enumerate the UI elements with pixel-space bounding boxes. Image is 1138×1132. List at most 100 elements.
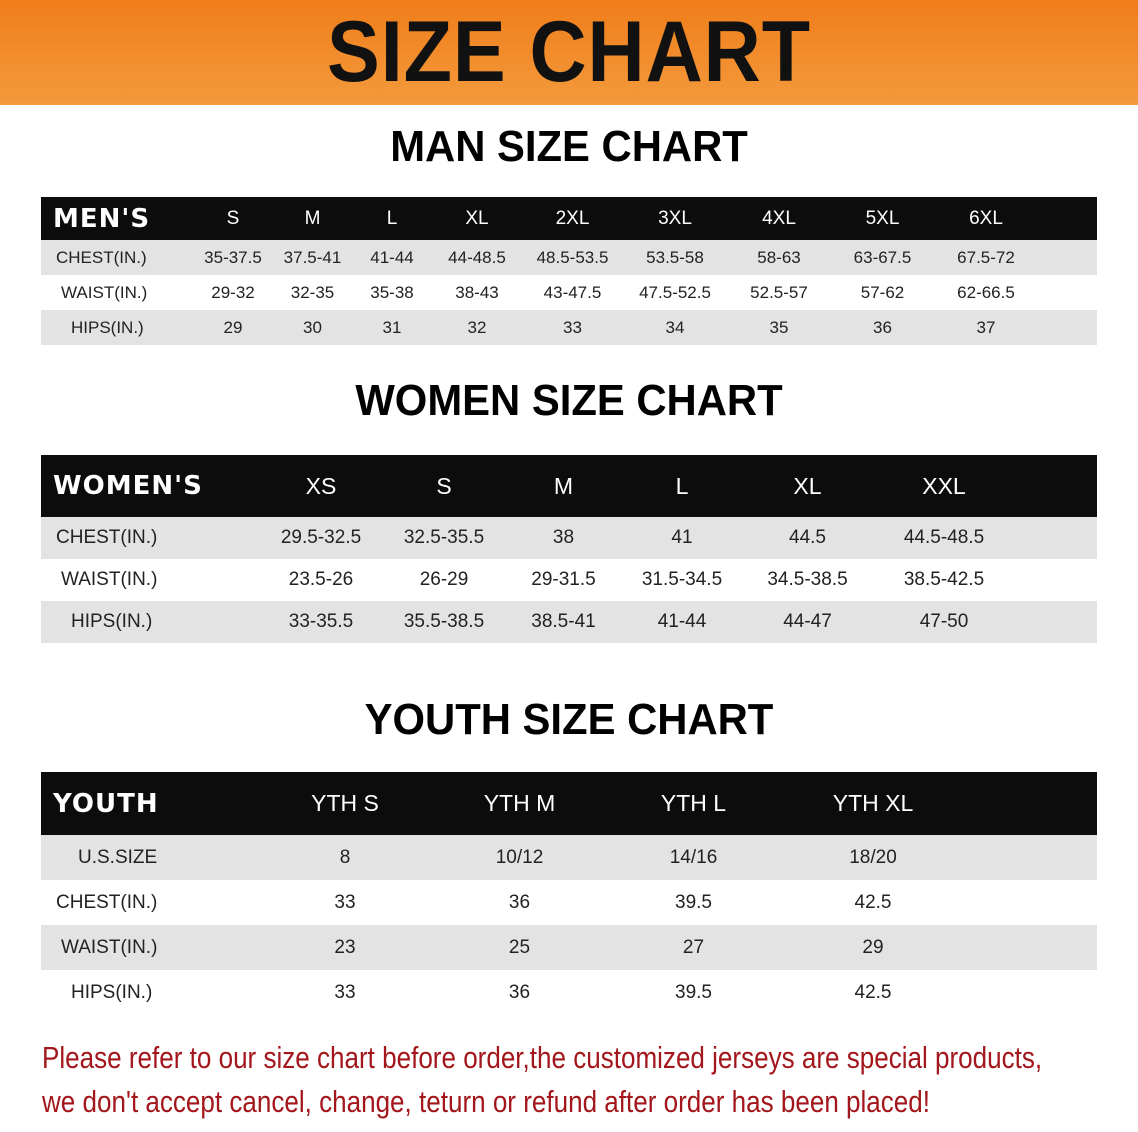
table-row: HIPS(IN.) 29 30 31 32 33 34 35 36 37 [41,310,1097,345]
measurement-value: 29-31.5 [531,569,596,590]
measurement-value: 44.5 [789,527,826,548]
size-header-cell: XL [793,472,822,499]
women-section-title: WOMEN SIZE CHART [355,376,783,425]
measurement-value: 33 [334,891,356,913]
measurement-value: 33 [563,317,582,337]
measurement-label: CHEST(IN.) [56,891,158,913]
measurement-value: 36 [508,891,531,913]
table-row: HIPS(IN.) 33-35.5 35.5-38.5 38.5-41 41-44 44-… [41,601,1097,643]
measurement-label: WAIST(IN.) [61,282,148,302]
measurement-label: CHEST(IN.) [56,527,158,548]
measurement-value: 37.5-41 [283,247,342,267]
measurement-value: 62-66.5 [957,282,1015,302]
youth-size-table: YOUTH YTH S YTH M YTH L YTH XL U.S.SIZE 8 10/12… [41,772,1097,1015]
measurement-value: 38.5-42.5 [903,569,985,590]
table-title-cell: WOMEN'S [53,471,203,501]
measurement-value: 57-62 [860,282,905,302]
table-row: WAIST(IN.) 23.5-26 26-29 29-31.5 31.5-34.5 34… [41,559,1097,601]
measurement-value: 33-35.5 [288,611,354,632]
measurement-value: 29-32 [211,282,255,302]
measurement-value: 48.5-53.5 [536,247,609,267]
measurement-value: 41-44 [370,247,414,267]
measurement-value: 44.5-48.5 [903,527,985,548]
measurement-value: 37 [976,317,996,337]
measurement-value: 14/16 [669,846,718,868]
measurement-value: 33 [334,981,356,1003]
table-title-cell: YOUTH [53,788,159,819]
measurement-value: 42.5 [854,891,892,913]
size-header-cell: L [675,472,689,499]
measurement-value: 43-47.5 [543,282,602,302]
measurement-value: 36 [508,981,531,1003]
measurement-value: 29.5-32.5 [280,527,362,548]
measurement-value: 47-50 [919,611,969,632]
main-title: SIZE CHART [327,4,811,100]
measurement-label: WAIST(IN.) [61,936,158,958]
size-header-cell: 3XL [658,207,692,229]
measurement-value: 31.5-34.5 [641,569,723,590]
measurement-value: 58-63 [757,247,801,267]
women-size-table: WOMEN'S XS S M L XL XXL CHEST(IN.) 29.5-32.5 32.5… [41,455,1097,643]
table-header-row: MEN'S S M L XL 2XL 3XL 4XL 5XL 6XL [41,197,1097,240]
table-title-cell: MEN'S [53,203,151,234]
measurement-label: CHEST(IN.) [56,247,147,267]
table-row: CHEST(IN.) 35-37.5 37.5-41 41-44 44-48.5 48.5… [41,240,1097,275]
measurement-value: 10/12 [495,846,544,868]
size-header-cell: YTH S [311,790,379,816]
table-header-row: YOUTH YTH S YTH M YTH L YTH XL [41,772,1097,835]
measurement-value: 35-37.5 [204,247,262,267]
measurement-value: 53.5-58 [646,247,704,267]
measurement-value: 18/20 [849,846,897,868]
measurement-label: HIPS(IN.) [71,611,153,632]
measurement-value: 41-44 [657,611,707,632]
notice-line-1: Please refer to our size chart before or… [42,1040,1043,1075]
measurement-value: 39.5 [675,891,712,913]
measurement-value: 34 [665,317,685,337]
size-header-cell: S [436,472,452,499]
size-header-cell: YTH XL [832,790,914,816]
measurement-value: 29 [862,936,884,958]
table-row: CHEST(IN.) 29.5-32.5 32.5-35.5 38 41 44.5 44.5… [41,517,1097,559]
size-header-cell: S [226,207,240,229]
measurement-value: 39.5 [675,981,712,1003]
measurement-value: 32-35 [290,282,335,302]
notice-line-2: we don't accept cancel, change, teturn o… [42,1084,931,1119]
measurement-value: 41 [671,527,693,548]
measurement-value: 35 [769,317,789,337]
measurement-value: 35.5-38.5 [403,611,485,632]
table-row: HIPS(IN.) 33 36 39.5 42.5 [41,970,1097,1015]
measurement-value: 32 [467,317,487,337]
men-section-title: MAN SIZE CHART [390,122,748,171]
size-header-cell: XXL [922,472,966,499]
table-row: U.S.SIZE 8 10/12 14/16 18/20 [41,835,1097,880]
size-header-cell: L [386,207,398,229]
men-size-table: MEN'S S M L XL 2XL 3XL 4XL 5XL 6XL CHEST(IN.) 35-37… [41,197,1097,345]
table-row: WAIST(IN.) 29-32 32-35 35-38 38-43 43-47.5 47.… [41,275,1097,310]
size-header-cell: YTH L [660,790,727,816]
measurement-label: WAIST(IN.) [61,569,158,590]
measurement-label: HIPS(IN.) [71,317,144,337]
size-header-cell: XS [305,472,337,499]
measurement-value: 23.5-26 [288,569,354,590]
size-header-cell: 4XL [762,207,796,229]
measurement-value: 38 [552,527,575,548]
measurement-value: 44-47 [783,611,832,632]
measurement-value: 35-38 [370,282,414,302]
measurement-value: 26-29 [419,569,469,590]
measurement-label: HIPS(IN.) [71,981,153,1003]
measurement-value: 31 [382,317,402,337]
size-header-cell: M [304,207,321,229]
measurement-value: 38-43 [455,282,499,302]
measurement-value: 34.5-38.5 [767,569,848,590]
measurement-value: 42.5 [854,981,892,1003]
measurement-value: 25 [508,936,531,958]
measurement-value: 38.5-41 [531,611,596,632]
table-row: CHEST(IN.) 33 36 39.5 42.5 [41,880,1097,925]
size-header-cell: 6XL [969,207,1003,229]
table-header-row: WOMEN'S XS S M L XL XXL [41,455,1097,517]
size-header-cell: XL [465,207,489,229]
order-notice: Please refer to our size chart before or… [42,1036,1042,1124]
table-row: WAIST(IN.) 23 25 27 29 [41,925,1097,970]
measurement-value: 36 [873,317,892,337]
size-header-cell: YTH M [483,790,556,816]
